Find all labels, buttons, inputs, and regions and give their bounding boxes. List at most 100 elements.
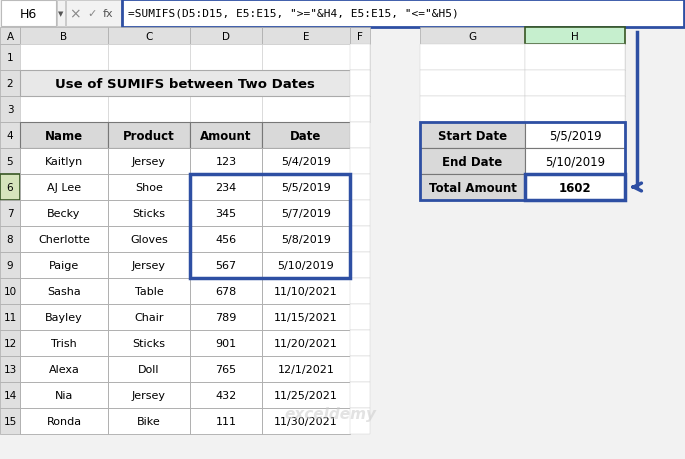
- Bar: [20, 330, 108, 356]
- Bar: [350, 330, 370, 356]
- Bar: [108, 252, 190, 279]
- Text: Ronda: Ronda: [47, 416, 82, 426]
- Text: Sasha: Sasha: [47, 286, 81, 297]
- Text: Date: Date: [290, 129, 322, 142]
- Bar: [108, 174, 190, 201]
- Bar: [20, 71, 350, 97]
- Text: Start Date: Start Date: [438, 129, 507, 142]
- Bar: [20, 356, 108, 382]
- Bar: [350, 252, 370, 279]
- Text: Use of SUMIFS between Two Dates: Use of SUMIFS between Two Dates: [55, 77, 315, 90]
- Text: Chair: Chair: [134, 312, 164, 322]
- Bar: [525, 174, 625, 201]
- Bar: [0, 201, 20, 226]
- Text: fx: fx: [103, 9, 113, 19]
- Text: 4: 4: [7, 131, 13, 141]
- Text: 11/15/2021: 11/15/2021: [274, 312, 338, 322]
- Bar: [350, 408, 370, 434]
- Bar: [108, 201, 190, 226]
- Text: 8: 8: [7, 235, 13, 245]
- Text: Jersey: Jersey: [132, 157, 166, 167]
- Text: 5/8/2019: 5/8/2019: [281, 235, 331, 245]
- Text: 9: 9: [7, 260, 13, 270]
- Text: End Date: End Date: [443, 155, 503, 168]
- Bar: [525, 45, 625, 71]
- Bar: [20, 28, 108, 45]
- Text: 765: 765: [216, 364, 236, 374]
- Text: 345: 345: [216, 208, 236, 218]
- Text: 5/5/2019: 5/5/2019: [549, 129, 601, 142]
- Text: 901: 901: [216, 338, 236, 348]
- Bar: [108, 408, 190, 434]
- Bar: [190, 45, 262, 71]
- Bar: [420, 174, 525, 201]
- Bar: [350, 304, 370, 330]
- Bar: [350, 71, 370, 97]
- Text: 5/10/2019: 5/10/2019: [545, 155, 605, 168]
- Bar: [108, 330, 190, 356]
- Text: 111: 111: [216, 416, 236, 426]
- Bar: [20, 174, 108, 201]
- Bar: [190, 382, 262, 408]
- Bar: [0, 149, 20, 174]
- Bar: [108, 382, 190, 408]
- Bar: [190, 174, 350, 279]
- Text: Trish: Trish: [51, 338, 77, 348]
- Bar: [262, 97, 350, 123]
- Text: 678: 678: [215, 286, 236, 297]
- Bar: [190, 330, 262, 356]
- Text: Bike: Bike: [137, 416, 161, 426]
- Bar: [0, 382, 20, 408]
- Bar: [262, 252, 350, 279]
- Bar: [0, 304, 20, 330]
- Bar: [262, 123, 350, 149]
- Bar: [420, 71, 525, 97]
- Bar: [350, 71, 370, 97]
- Text: 5/10/2019: 5/10/2019: [277, 260, 334, 270]
- Bar: [20, 279, 108, 304]
- Text: 14: 14: [3, 390, 16, 400]
- Text: 5/7/2019: 5/7/2019: [281, 208, 331, 218]
- Bar: [420, 97, 525, 123]
- Bar: [20, 123, 108, 149]
- Text: Sticks: Sticks: [132, 338, 166, 348]
- Bar: [190, 252, 262, 279]
- Text: 5: 5: [7, 157, 13, 167]
- Bar: [420, 45, 525, 71]
- Bar: [20, 149, 108, 174]
- Bar: [20, 226, 108, 252]
- Bar: [0, 356, 20, 382]
- Bar: [525, 71, 625, 97]
- Text: Jersey: Jersey: [132, 390, 166, 400]
- Text: 789: 789: [215, 312, 237, 322]
- Text: =SUMIFS(D5:D15, E5:E15, ">="&H4, E5:E15, "<="&H5): =SUMIFS(D5:D15, E5:E15, ">="&H4, E5:E15,…: [128, 9, 459, 19]
- Bar: [350, 45, 370, 71]
- Bar: [262, 71, 350, 97]
- Bar: [420, 149, 525, 174]
- Text: 3: 3: [7, 105, 13, 115]
- Bar: [108, 304, 190, 330]
- Text: Shoe: Shoe: [135, 183, 163, 193]
- Bar: [190, 97, 262, 123]
- Bar: [0, 97, 20, 123]
- Text: Alexa: Alexa: [49, 364, 79, 374]
- Bar: [0, 279, 20, 304]
- Bar: [1, 1, 56, 27]
- Bar: [190, 123, 262, 149]
- Bar: [525, 71, 625, 97]
- Text: 432: 432: [215, 390, 236, 400]
- Bar: [262, 28, 350, 45]
- Bar: [262, 408, 350, 434]
- Text: Jersey: Jersey: [132, 260, 166, 270]
- Bar: [190, 28, 262, 45]
- Text: ✓: ✓: [87, 9, 97, 19]
- Bar: [0, 174, 20, 201]
- Text: 5/4/2019: 5/4/2019: [281, 157, 331, 167]
- Bar: [20, 382, 108, 408]
- Text: 15: 15: [3, 416, 16, 426]
- Bar: [525, 123, 625, 149]
- Bar: [0, 252, 20, 279]
- Text: A: A: [6, 31, 14, 41]
- Bar: [190, 149, 262, 174]
- Bar: [190, 71, 262, 97]
